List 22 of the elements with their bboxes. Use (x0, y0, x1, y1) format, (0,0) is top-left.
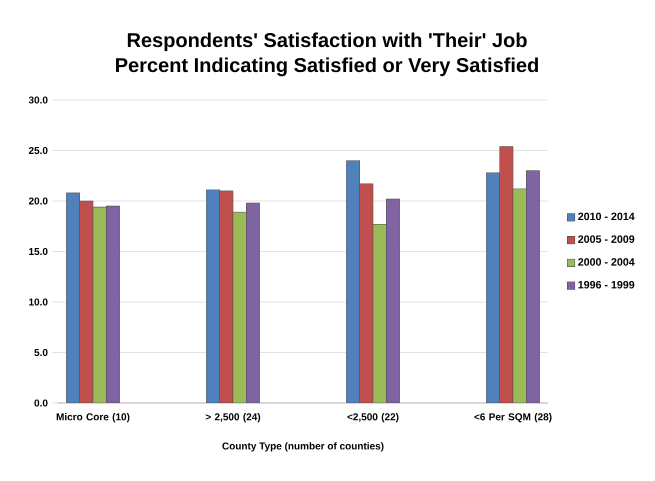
legend-label: 1996 - 1999 (578, 280, 634, 288)
y-tick-label: 30.0 (28, 96, 48, 104)
y-tick-label: 0.0 (34, 399, 48, 407)
bar (372, 224, 387, 403)
chart-subtitle: Percent Indicating Satisfied or Very Satisfied (116, 58, 538, 76)
y-tick-label: 15.0 (29, 248, 48, 256)
legend-label: 2010 - 2014 (578, 212, 635, 220)
x-tick-label: <2,500 (22) (347, 413, 398, 422)
chart-title: Respondents' Satisfaction with 'Their' Job (128, 32, 527, 52)
x-tick-label: > 2,500 (24) (206, 413, 260, 422)
y-tick-label: 5.0 (34, 348, 48, 356)
bar (512, 188, 527, 403)
y-tick-label: 10.0 (29, 298, 48, 306)
x-tick-label: <6 Per SQM (28) (474, 413, 552, 422)
x-axis-title: County Type (number of counties) (222, 442, 384, 452)
x-tick-label: Micro Core (10) (56, 413, 130, 422)
y-tick-label: 25.0 (28, 146, 48, 154)
y-tick-label: 20.0 (28, 197, 48, 205)
bar (92, 206, 107, 403)
legend-label: 2000 - 2004 (578, 258, 635, 266)
bar (232, 212, 247, 403)
legend-label: 2005 - 2009 (578, 235, 634, 243)
